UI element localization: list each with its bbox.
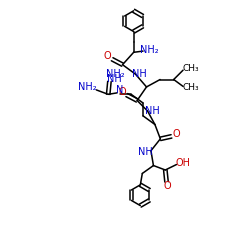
Text: O: O: [104, 51, 112, 61]
Text: NH: NH: [138, 147, 153, 157]
Text: CH₃: CH₃: [183, 64, 199, 73]
Text: NH: NH: [132, 69, 147, 79]
Text: O: O: [118, 87, 126, 97]
Text: N: N: [116, 85, 124, 95]
Text: NH₂: NH₂: [140, 45, 158, 55]
Text: NH₂: NH₂: [106, 68, 125, 78]
Text: O: O: [172, 129, 180, 139]
Text: NH: NH: [144, 106, 159, 116]
Text: NH₂: NH₂: [78, 82, 97, 92]
Text: CH₃: CH₃: [183, 84, 199, 92]
Text: OH: OH: [175, 158, 190, 168]
Text: O: O: [163, 181, 171, 191]
Text: NH: NH: [108, 74, 122, 84]
